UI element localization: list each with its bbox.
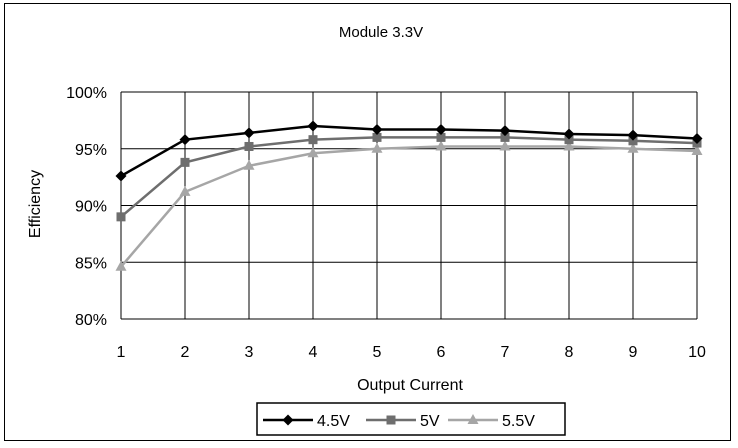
data-point-5v	[116, 212, 126, 222]
y-tick-label: 80%	[75, 312, 107, 329]
data-point-4-5v	[115, 170, 127, 182]
data-point-5-5v	[371, 142, 383, 153]
grid	[120, 91, 698, 320]
legend: 4.5V 5V 5.5V	[256, 402, 566, 436]
legend-label-5v: 5V	[420, 413, 440, 430]
data-point-5-5v	[563, 140, 575, 151]
x-tick-label: 1	[117, 344, 126, 361]
legend-marker-4-5v	[282, 414, 294, 426]
y-tick-label: 95%	[75, 142, 107, 159]
data-point-5-5v	[691, 145, 703, 156]
data-point-4-5v	[371, 123, 383, 135]
x-tick-label: 6	[437, 344, 446, 361]
data-point-4-5v	[307, 120, 319, 132]
y-tick-label: 85%	[75, 255, 107, 272]
x-tick-label: 9	[629, 344, 638, 361]
data-point-5-5v	[179, 185, 191, 196]
data-point-4-5v	[563, 128, 575, 140]
data-point-4-5v	[627, 129, 639, 141]
data-point-5-5v	[243, 159, 255, 170]
series-line-4-5v	[120, 124, 698, 178]
data-point-5v	[436, 132, 446, 142]
x-axis-label: Output Current	[357, 377, 463, 394]
series-5-5v	[115, 140, 703, 271]
y-axis-label: Efficiency	[27, 170, 44, 238]
data-point-5v	[244, 141, 254, 151]
data-point-5-5v	[307, 147, 319, 158]
y-tick-label: 100%	[66, 85, 107, 102]
data-point-5v	[372, 132, 382, 142]
data-point-5v	[564, 135, 574, 145]
data-point-4-5v	[179, 134, 191, 146]
tick-labels: 80% 85% 90% 95% 100% 1 2 3 4 5 6 7 8 9 10	[66, 85, 706, 361]
data-point-5-5v	[115, 260, 127, 271]
data-point-4-5v	[499, 125, 511, 137]
x-tick-label: 8	[565, 344, 574, 361]
data-point-4-5v	[243, 127, 255, 139]
x-tick-label: 2	[181, 344, 190, 361]
data-point-5v	[308, 135, 318, 145]
x-tick-label: 7	[501, 344, 510, 361]
x-tick-label: 3	[245, 344, 254, 361]
chart-title: Module 3.3V	[339, 24, 423, 41]
x-tick-label: 10	[688, 344, 706, 361]
data-point-4-5v	[691, 133, 703, 145]
data-point-5-5v	[435, 140, 447, 151]
data-point-5v	[628, 136, 638, 146]
x-tick-label: 5	[373, 344, 382, 361]
data-point-5-5v	[499, 140, 511, 151]
series-line-5-5v	[120, 145, 698, 268]
data-point-5v	[180, 157, 190, 167]
y-tick-label: 90%	[75, 199, 107, 216]
series-5v	[116, 132, 702, 222]
series-line-5v	[120, 136, 698, 218]
data-point-5-5v	[627, 142, 639, 153]
chart-frame	[4, 3, 731, 441]
series-4-5v	[115, 120, 703, 182]
series-layer	[115, 120, 703, 271]
data-point-5v	[500, 132, 510, 142]
legend-marker-5-5v	[467, 414, 479, 424]
x-tick-label: 4	[309, 344, 318, 361]
legend-marker-5v	[386, 415, 396, 425]
data-point-4-5v	[435, 123, 447, 135]
legend-label-4-5v: 4.5V	[317, 413, 350, 430]
legend-label-5-5v: 5.5V	[502, 413, 535, 430]
